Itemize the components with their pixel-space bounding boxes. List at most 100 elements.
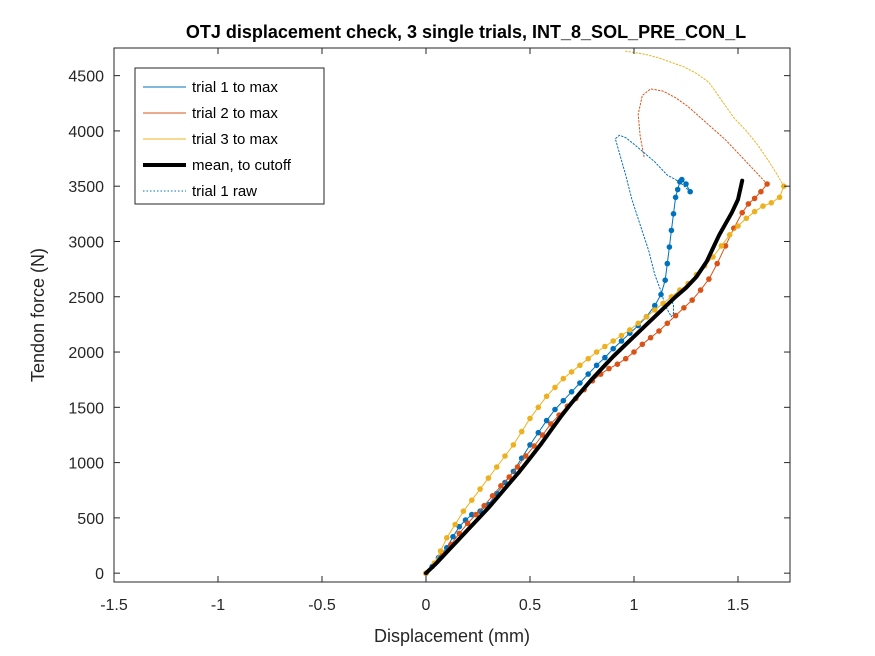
series-1-point	[656, 328, 662, 334]
y-tick-label: 4500	[68, 69, 104, 86]
y-tick-label: 500	[77, 511, 104, 528]
series-2-point	[751, 208, 758, 215]
series-2-point	[552, 384, 558, 391]
series-2-point	[726, 232, 733, 238]
axes-box	[113, 47, 791, 583]
series-0-point	[618, 338, 625, 344]
y-tick-label: 2500	[68, 290, 104, 307]
series-0-point	[543, 417, 550, 424]
series-2-point	[560, 375, 567, 382]
series-2-point	[535, 404, 542, 411]
series-2-point	[469, 497, 475, 504]
series-0-point	[679, 176, 685, 183]
series-1-point	[739, 209, 745, 216]
series-0-point	[560, 397, 567, 404]
series-0-point	[577, 380, 583, 386]
series-0-point	[664, 260, 671, 267]
series-1-point	[631, 349, 637, 355]
series-0-point	[670, 211, 677, 217]
legend: trial 1 to max trial 2 to max trial 3 to m…	[134, 67, 325, 205]
series-0-point	[450, 533, 456, 540]
series-2-point	[781, 183, 787, 189]
series-1-point	[514, 464, 521, 470]
series-2-point	[452, 521, 458, 528]
series-2-point	[577, 362, 583, 369]
series-2-point	[593, 349, 600, 355]
series-0-point	[652, 302, 658, 309]
series-1-point	[606, 365, 612, 372]
series-2-point	[776, 194, 783, 201]
y-tick-label: 1000	[68, 456, 104, 473]
y-tick-label: 4000	[68, 124, 104, 141]
x-axis-label: Displacement (mm)	[374, 626, 530, 646]
series-0-point	[672, 194, 679, 201]
legend-label-2: trial 3 to max	[192, 131, 278, 148]
series-0-point	[674, 186, 681, 193]
series-0-point	[469, 511, 475, 518]
series-line-4	[614, 134, 691, 318]
legend-label-3: mean, to cutoff	[192, 157, 292, 174]
series-2-point	[460, 508, 467, 514]
series-2-point	[643, 313, 650, 320]
series-2-point	[493, 464, 500, 470]
series-2-point	[743, 215, 750, 222]
series-1-point	[758, 188, 764, 195]
series-1-point	[614, 361, 621, 368]
series-1-point	[622, 355, 629, 362]
series-1-point	[722, 243, 729, 249]
x-tick-label: 0.5	[519, 597, 541, 614]
series-1-point	[639, 341, 646, 348]
series-layer	[423, 50, 787, 576]
series-1-point	[664, 320, 671, 327]
x-tick-label: -1.5	[100, 597, 128, 614]
series-1-point	[689, 297, 695, 303]
series-1-point	[498, 483, 504, 489]
series-1-point	[481, 502, 488, 509]
series-0-point	[687, 188, 693, 195]
series-1-point	[672, 312, 679, 319]
series-1-point	[706, 276, 712, 282]
series-1-point	[751, 195, 758, 202]
x-tick-label: 1.5	[727, 597, 749, 614]
series-1-point	[539, 432, 546, 438]
series-2-point	[543, 393, 550, 400]
series-2-point	[602, 343, 608, 350]
series-2-point	[760, 203, 766, 209]
series-2-point	[585, 355, 591, 362]
y-tick-label: 3500	[68, 179, 104, 196]
series-0-point	[683, 181, 689, 187]
series-0-point	[658, 291, 664, 298]
series-2-point	[768, 200, 775, 206]
legend-label-0: trial 1 to max	[192, 79, 278, 96]
legend-items: trial 1 to max trial 2 to max trial 3 to m…	[143, 79, 292, 200]
series-1-point	[714, 260, 720, 267]
y-tick-label: 2000	[68, 345, 104, 362]
series-2-point	[485, 475, 492, 481]
series-0-point	[662, 277, 668, 284]
series-2-point	[618, 332, 625, 339]
series-0-point	[610, 345, 616, 352]
legend-box	[134, 67, 325, 205]
x-tick-label: -0.5	[308, 597, 336, 614]
series-1-point	[464, 520, 471, 527]
legend-label-1: trial 2 to max	[192, 105, 278, 122]
series-1-point	[697, 287, 704, 293]
series-2-point	[568, 369, 575, 375]
series-0-point	[456, 523, 463, 530]
series-0-point	[666, 244, 673, 250]
series-1-point	[506, 474, 512, 480]
series-0-point	[602, 354, 608, 361]
series-2-point	[652, 307, 658, 313]
y-tick-label: 3000	[68, 234, 104, 251]
chart-title: OTJ displacement check, 3 single trials,…	[186, 22, 746, 42]
series-2-point	[518, 428, 525, 435]
series-1-point	[523, 453, 529, 459]
series-line-6	[625, 50, 785, 187]
series-1-point	[681, 305, 687, 311]
series-line-5	[637, 88, 768, 185]
series-1-point	[489, 493, 496, 499]
series-1-point	[745, 201, 752, 207]
series-2-point	[718, 243, 725, 249]
series-line-3	[424, 178, 745, 576]
